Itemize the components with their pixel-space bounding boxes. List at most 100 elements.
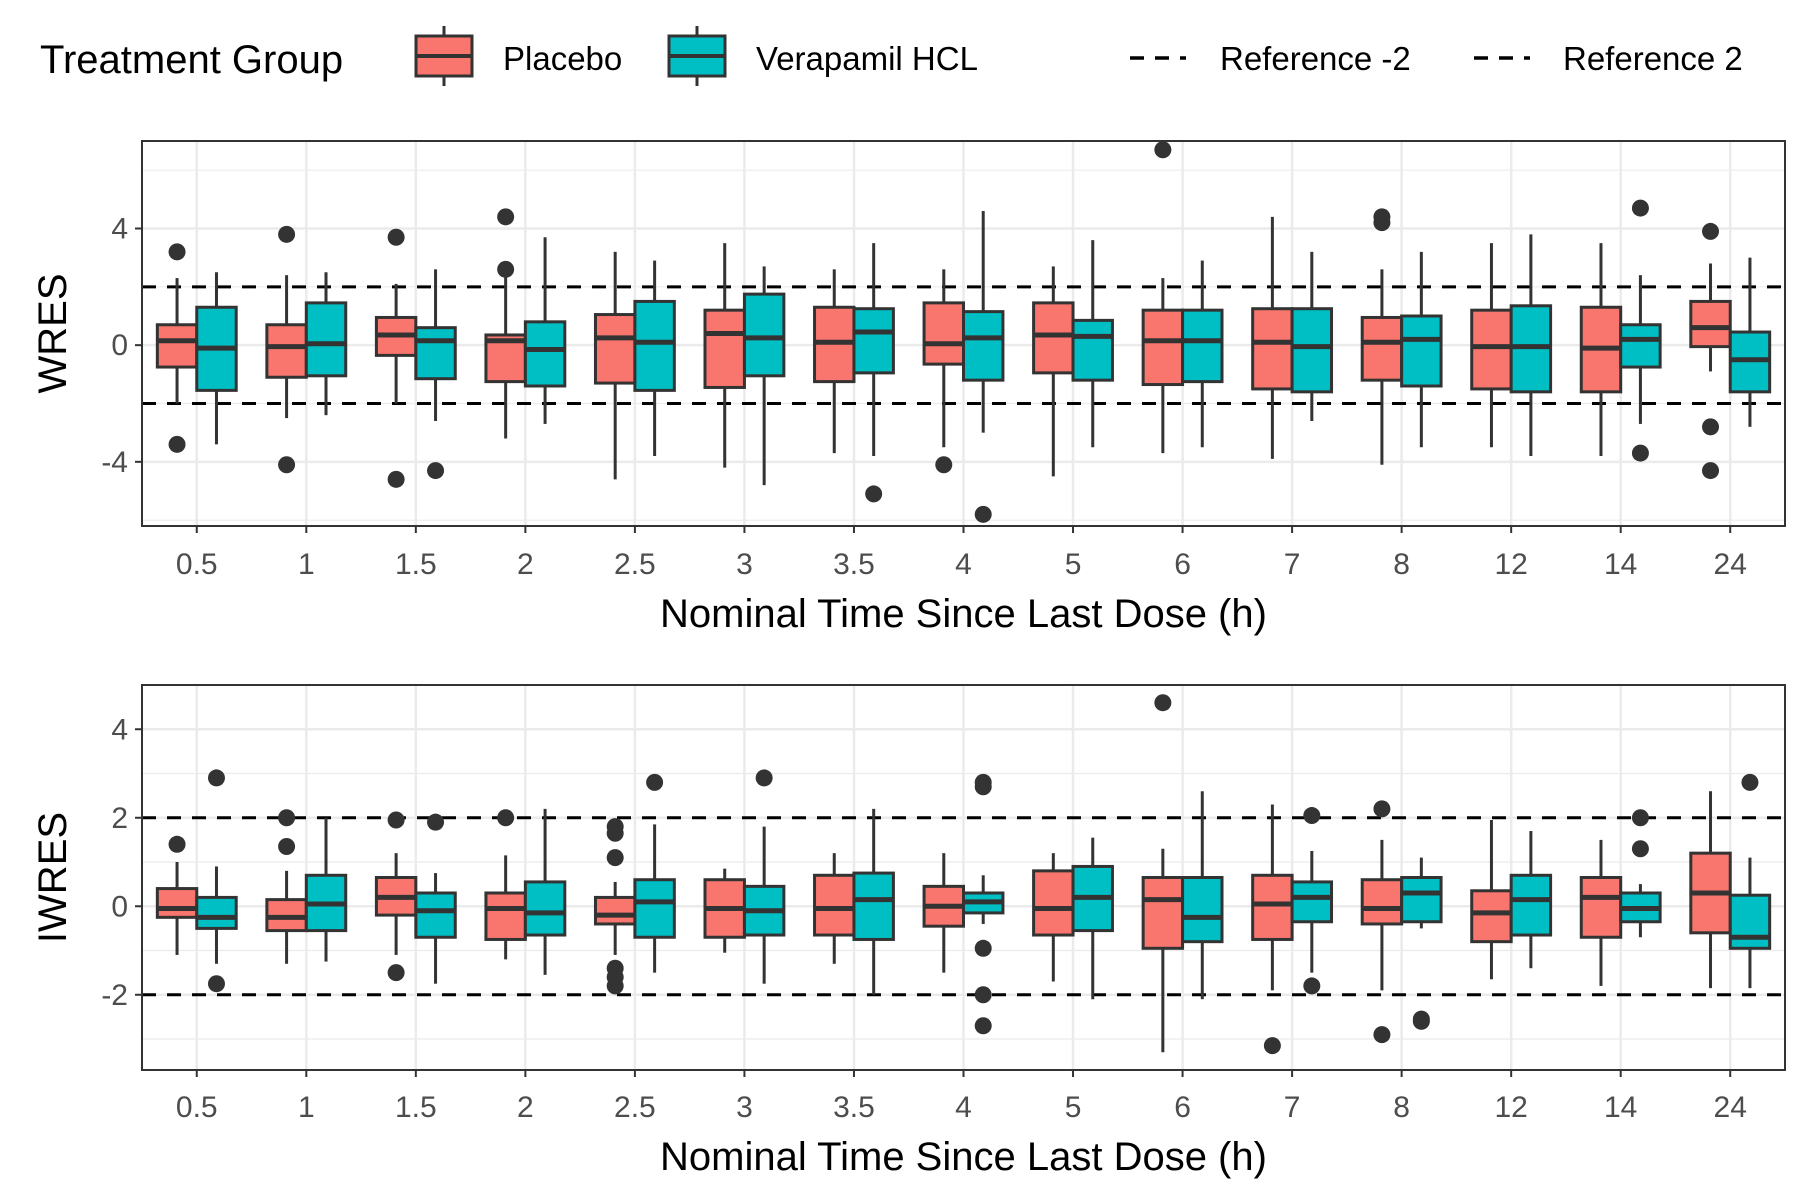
box-body (1251, 307, 1294, 391)
box (1181, 791, 1224, 1000)
box-body (265, 323, 308, 379)
box (304, 817, 348, 962)
iwres-series-placebo (155, 694, 1732, 1055)
box-body (1689, 299, 1732, 349)
box (1071, 837, 1114, 1000)
box (1141, 141, 1185, 454)
outlier-point (387, 228, 405, 246)
x-tick-label: 4 (955, 1091, 972, 1124)
box (195, 272, 238, 445)
x-tick-label: 2 (517, 1091, 534, 1124)
outlier-point (387, 470, 405, 488)
box (1728, 773, 1772, 989)
box (523, 237, 567, 424)
box-body (1400, 314, 1443, 388)
wres-panel: -4 0 4 0.5 1 1.5 2 2.5 3 3.5 4 5 6 7 8 12 14 24 Nominal Ti… (31, 140, 1786, 636)
wres-series-placebo (155, 141, 1732, 488)
outlier-point (606, 849, 624, 867)
y-tick-label: 4 (111, 713, 128, 746)
box-body (304, 301, 348, 378)
x-tick-label: 4 (955, 548, 972, 581)
box (922, 269, 965, 474)
box (1728, 257, 1772, 427)
outlier-point (427, 813, 445, 831)
box (922, 853, 965, 973)
box (414, 269, 457, 480)
box (1579, 243, 1623, 456)
box (484, 208, 527, 439)
box (852, 808, 895, 995)
outlier-point (606, 977, 624, 995)
outlier-point (1631, 840, 1649, 858)
box (374, 228, 418, 488)
outlier-point (935, 456, 953, 474)
box-body (1619, 323, 1662, 369)
box (1509, 831, 1553, 969)
box-body (742, 292, 786, 378)
outlier-point (1702, 418, 1720, 436)
legend-label-ref-neg2: Reference -2 (1220, 40, 1411, 77)
outlier-point (1741, 773, 1759, 791)
box (1251, 216, 1294, 459)
box-body (1032, 869, 1075, 937)
box-body (922, 301, 965, 366)
box (523, 808, 567, 975)
x-tick-label: 8 (1393, 548, 1410, 581)
box-body (813, 873, 856, 937)
outlier-point (387, 964, 405, 982)
wres-x-axis-title: Nominal Time Since Last Dose (h) (660, 592, 1267, 636)
outlier-point (168, 243, 186, 261)
box-body (1141, 876, 1185, 950)
box-body (633, 878, 676, 939)
outlier-point (974, 1017, 992, 1035)
box (1071, 240, 1114, 448)
x-tick-label: 6 (1174, 1091, 1191, 1124)
box-body (1360, 315, 1404, 382)
outlier-point (278, 838, 296, 856)
x-tick-label: 2.5 (614, 1091, 656, 1124)
box-body (1141, 308, 1185, 387)
x-tick-label: 7 (1284, 1091, 1301, 1124)
y-tick-label: -2 (101, 979, 128, 1012)
box-body (1470, 889, 1513, 944)
outlier-point (1631, 809, 1649, 827)
x-tick-label: 2 (517, 548, 534, 581)
x-tick-label: 12 (1494, 548, 1527, 581)
box-body (1181, 876, 1224, 944)
x-tick-label: 3.5 (833, 1091, 875, 1124)
x-tick-label: 3.5 (833, 548, 875, 581)
box (593, 251, 637, 480)
outlier-point (1702, 222, 1720, 240)
box-body (1400, 876, 1443, 924)
iwres-series-verapamil (195, 769, 1772, 1035)
x-tick-label: 3 (736, 1091, 753, 1124)
box-body (1032, 301, 1075, 375)
outlier-point (974, 505, 992, 523)
box (1032, 266, 1075, 477)
y-tick-label: -4 (101, 446, 128, 479)
box (304, 272, 348, 416)
box (265, 225, 308, 474)
outlier-point (207, 769, 225, 787)
box (742, 266, 786, 486)
box-body (593, 895, 637, 926)
box-body (1360, 878, 1404, 926)
box-body (852, 307, 895, 375)
outlier-point (1373, 214, 1391, 232)
box (1579, 839, 1623, 986)
iwres-y-axis-title: IWRES (31, 812, 75, 943)
legend-title: Treatment Group (40, 38, 343, 82)
x-tick-label: 0.5 (176, 1091, 218, 1124)
box-body (155, 887, 199, 919)
box-body (195, 895, 238, 930)
box (703, 243, 746, 468)
outlier-point (1702, 462, 1720, 480)
box-body (852, 871, 895, 941)
x-tick-label: 24 (1714, 548, 1747, 581)
box (1360, 800, 1404, 1044)
legend-key-verapamil (667, 26, 727, 86)
box (484, 809, 527, 960)
box-body (484, 891, 527, 941)
box (962, 773, 1005, 1035)
